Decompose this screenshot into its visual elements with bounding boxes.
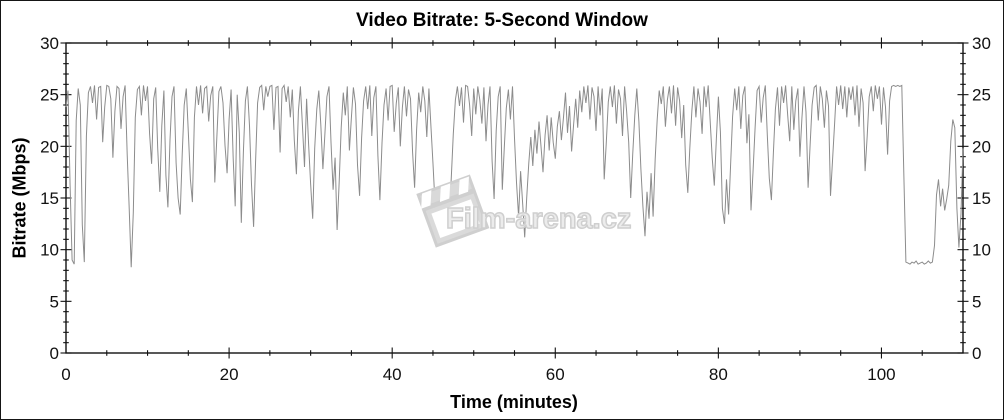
y-tick-label-left: 5: [50, 292, 59, 311]
y-tick-label-left: 15: [40, 189, 59, 208]
x-tick-label: 100: [867, 365, 895, 384]
chart-title: Video Bitrate: 5-Second Window: [356, 10, 648, 31]
y-tick-label-right: 0: [972, 344, 981, 363]
y-tick-label-right: 25: [972, 86, 991, 105]
y-tick-label-right: 5: [972, 292, 981, 311]
y-tick-label-right: 15: [972, 189, 991, 208]
x-tick-label: 60: [546, 365, 565, 384]
bitrate-trace: [65, 83, 964, 268]
y-tick-label-left: 10: [40, 241, 59, 260]
y-tick-label-left: 30: [40, 34, 59, 53]
y-tick-label-left: 0: [50, 344, 59, 363]
x-axis-label: Time (minutes): [450, 392, 578, 412]
x-tick-label: 0: [61, 365, 70, 384]
x-tick-label: 20: [220, 365, 239, 384]
y-tick-label-left: 20: [40, 137, 59, 156]
y-tick-label-left: 25: [40, 86, 59, 105]
x-tick-label: 80: [709, 365, 728, 384]
y-tick-label-right: 20: [972, 137, 991, 156]
y-tick-label-right: 10: [972, 241, 991, 260]
x-tick-label: 40: [383, 365, 402, 384]
y-tick-label-right: 30: [972, 34, 991, 53]
